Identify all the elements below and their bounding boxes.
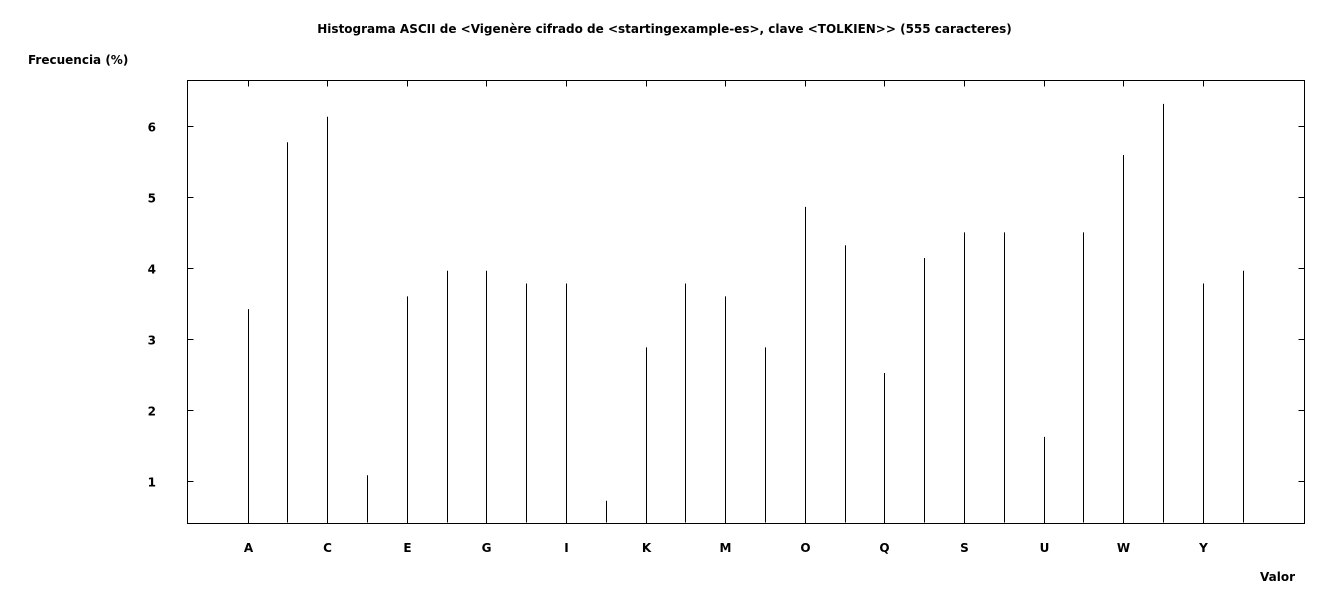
- y-axis: 1 2 3 4 5 6: [148, 121, 1305, 490]
- x-tick-label: A: [244, 541, 254, 555]
- x-tick-label: K: [642, 541, 652, 555]
- x-tick-label: W: [1117, 541, 1130, 555]
- plot-frame: [187, 80, 1305, 524]
- x-tick-label: E: [403, 541, 411, 555]
- y-tick-label: 6: [148, 121, 156, 135]
- x-tick-label: G: [482, 541, 492, 555]
- x-tick-label: M: [720, 541, 732, 555]
- x-tick-label: U: [1040, 541, 1050, 555]
- x-tick-label: Y: [1198, 541, 1208, 555]
- x-tick-label: C: [323, 541, 332, 555]
- y-tick-label: 5: [148, 192, 156, 206]
- chart-title: Histograma ASCII de <Vigenère cifrado de…: [317, 22, 1012, 36]
- y-axis-label: Frecuencia (%): [28, 53, 129, 67]
- x-tick-label: Q: [879, 541, 889, 555]
- y-tick-label: 2: [148, 405, 156, 419]
- x-tick-label: I: [564, 541, 568, 555]
- x-tick-label: O: [800, 541, 810, 555]
- y-tick-label: 4: [148, 263, 156, 277]
- x-axis-label: Valor: [1260, 570, 1296, 584]
- y-tick-label: 3: [148, 334, 156, 348]
- y-tick-label: 1: [148, 476, 156, 490]
- bar-series: [248, 103, 1244, 523]
- x-tick-label: S: [960, 541, 969, 555]
